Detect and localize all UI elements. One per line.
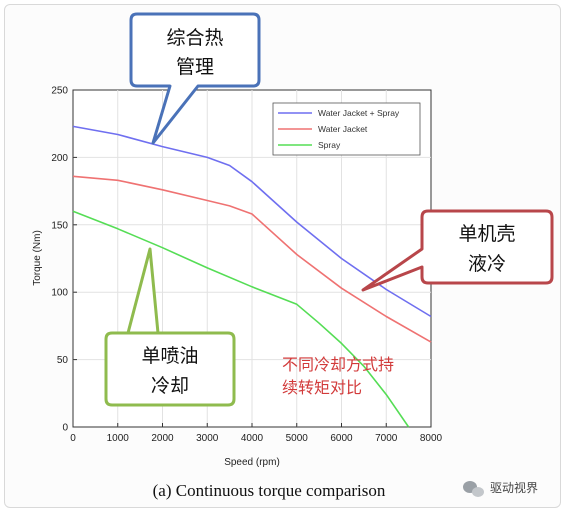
watermark-text: 驱动视界	[490, 480, 538, 495]
wechat-icon	[463, 481, 484, 497]
watermark: 驱动视界	[463, 480, 538, 497]
callout-oil-bubble	[104, 247, 236, 407]
x-ticks: 0 1000 2000 3000 4000 5000 6000 7000 8000	[70, 423, 443, 444]
y-ticks: 0 50 100 150 200 250	[51, 86, 77, 434]
x-tick-label: 2000	[151, 433, 174, 444]
x-axis-label: Speed (rpm)	[224, 457, 280, 468]
callout-housing-line1: 单机壳	[458, 223, 515, 245]
legend-label-water-jacket-spray: Water Jacket + Spray	[318, 108, 400, 118]
series-layer	[72, 125, 432, 428]
annotation-line1: 不同冷却方式持	[282, 355, 394, 374]
x-tick-label: 4000	[241, 433, 264, 444]
y-tick-label: 150	[51, 220, 68, 231]
series-line-water-jacket-spray	[72, 125, 432, 318]
x-tick-label: 0	[70, 433, 76, 444]
callout-oil: 单喷油 冷却	[104, 247, 236, 407]
y-tick-label: 250	[51, 86, 68, 97]
callout-integrated-line1: 综合热	[166, 27, 223, 49]
x-tick-label: 7000	[375, 433, 398, 444]
y-tick-label: 0	[62, 423, 68, 434]
annotation-line2: 续转矩对比	[282, 378, 362, 397]
series-line-spray	[72, 210, 410, 428]
callout-integrated-bubble	[129, 12, 261, 145]
legend: Water Jacket + Spray Water Jacket Spray	[272, 102, 421, 156]
x-tick-label: 1000	[107, 433, 130, 444]
y-tick-label: 100	[51, 288, 68, 299]
legend-label-spray: Spray	[318, 140, 341, 150]
callout-oil-line1: 单喷油	[141, 345, 198, 367]
y-axis-label: Torque (Nm)	[32, 230, 43, 286]
callout-housing: 单机壳 液冷	[361, 209, 554, 292]
callout-housing-line2: 液冷	[468, 253, 506, 275]
series-line-water-jacket	[72, 175, 432, 343]
callout-oil-line2: 冷却	[151, 375, 189, 397]
y-tick-label: 50	[57, 355, 69, 366]
callout-integrated-line2: 管理	[176, 56, 214, 78]
x-tick-label: 8000	[420, 433, 443, 444]
callout-housing-bubble	[361, 209, 554, 292]
x-tick-label: 5000	[286, 433, 309, 444]
figure-caption: (a) Continuous torque comparison	[153, 481, 386, 500]
x-tick-label: 6000	[330, 433, 353, 444]
legend-label-water-jacket: Water Jacket	[318, 124, 368, 134]
x-tick-label: 3000	[196, 433, 219, 444]
callout-integrated: 综合热 管理	[129, 12, 261, 145]
y-tick-label: 200	[51, 153, 68, 164]
